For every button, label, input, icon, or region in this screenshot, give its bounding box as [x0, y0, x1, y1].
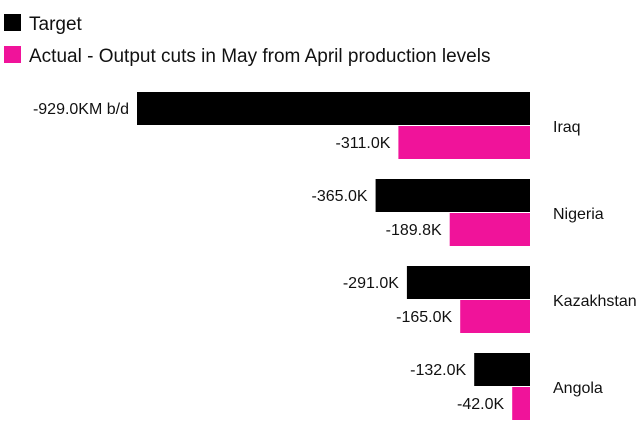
- data-label-target-iraq: -929.0KM b/d: [33, 101, 129, 118]
- plot-area: -929.0KM b/d -311.0K Iraq -365.0K -189.8K Nig…: [33, 92, 637, 420]
- legend-label-target: Target: [29, 14, 83, 35]
- bar-actual-kazakhstan: [460, 300, 530, 333]
- category-label-kazakhstan: Kazakhstan: [553, 293, 637, 310]
- category-label-angola: Angola: [553, 380, 603, 397]
- data-label-actual-kazakhstan: -165.0K: [396, 309, 452, 326]
- bar-target-iraq: [137, 92, 530, 125]
- bar-target-nigeria: [375, 179, 530, 212]
- data-label-actual-nigeria: -189.8K: [386, 222, 442, 239]
- data-label-target-angola: -132.0K: [410, 362, 466, 379]
- bar-group-kazakhstan: -291.0K -165.0K Kazakhstan: [343, 266, 637, 333]
- data-label-target-kazakhstan: -291.0K: [343, 275, 399, 292]
- category-label-nigeria: Nigeria: [553, 206, 604, 223]
- bar-target-kazakhstan: [406, 266, 530, 299]
- legend-swatch-actual: [4, 46, 21, 63]
- category-label-iraq: Iraq: [553, 119, 581, 136]
- bar-group-angola: -132.0K -42.0K Angola: [410, 353, 603, 420]
- bar-actual-iraq: [398, 126, 530, 159]
- data-label-target-nigeria: -365.0K: [312, 188, 368, 205]
- bar-actual-nigeria: [449, 213, 530, 246]
- legend-label-actual: Actual - Output cuts in May from April p…: [29, 46, 490, 67]
- data-label-actual-angola: -42.0K: [457, 396, 504, 413]
- legend-item-actual: Actual - Output cuts in May from April p…: [4, 46, 490, 67]
- legend-swatch-target: [4, 14, 21, 31]
- legend-item-target: Target: [4, 14, 83, 35]
- bar-actual-angola: [512, 387, 530, 420]
- legend: Target Actual - Output cuts in May from …: [4, 14, 490, 67]
- bar-group-nigeria: -365.0K -189.8K Nigeria: [312, 179, 604, 246]
- data-label-actual-iraq: -311.0K: [336, 135, 391, 152]
- bar-target-angola: [474, 353, 530, 386]
- bar-group-iraq: -929.0KM b/d -311.0K Iraq: [33, 92, 581, 159]
